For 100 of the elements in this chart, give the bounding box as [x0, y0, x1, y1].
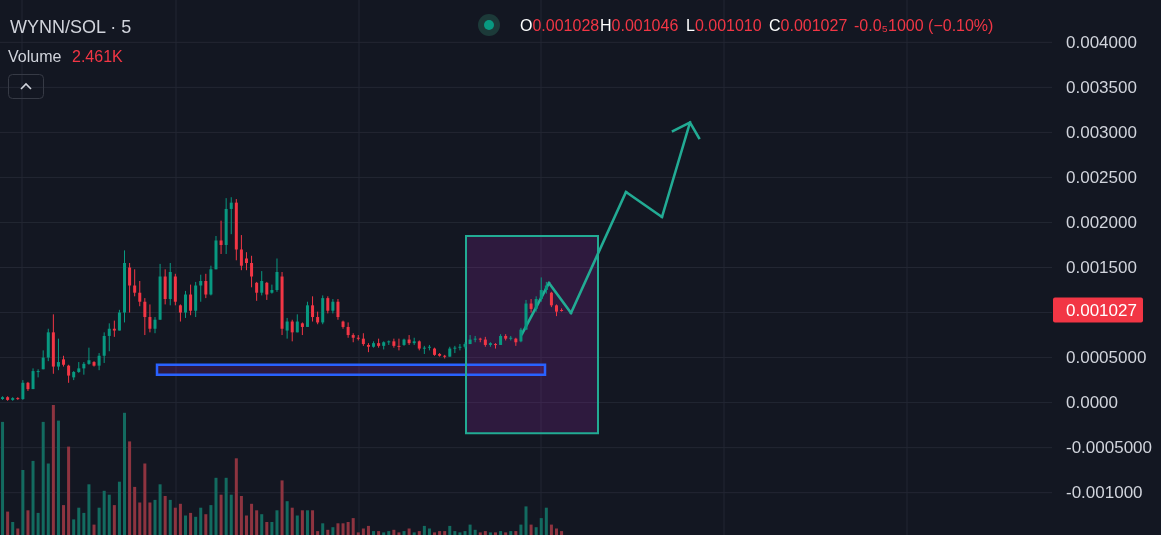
bar [392, 529, 396, 535]
bar [199, 507, 203, 535]
bar [397, 532, 401, 535]
bar [377, 531, 381, 535]
bar [270, 522, 274, 535]
bar [443, 531, 447, 535]
bar [494, 532, 498, 535]
bar [473, 529, 477, 535]
bar [51, 405, 55, 535]
bar [224, 477, 228, 535]
y-tick-label: 0.0005000 [1066, 348, 1147, 368]
annotation: C0.001027 [769, 17, 848, 34]
bar [138, 502, 142, 535]
bar [417, 531, 421, 535]
bar [128, 441, 132, 535]
bar [234, 458, 238, 535]
candlestick [255, 281, 259, 302]
bar [21, 470, 25, 535]
annotation: L0.001010 [686, 17, 762, 34]
bar [41, 421, 45, 535]
bar [544, 507, 548, 535]
bar [549, 524, 553, 535]
bar [143, 463, 147, 535]
bar [1, 421, 5, 535]
bar [387, 531, 391, 535]
candlestick [189, 284, 193, 316]
bar [463, 531, 467, 535]
candlestick [199, 274, 203, 303]
candlestick [265, 281, 269, 301]
bar [311, 510, 315, 535]
y-tick-label: 0.003000 [1066, 122, 1137, 142]
candlestick [458, 343, 462, 351]
bar [331, 527, 335, 535]
candlestick [107, 322, 111, 352]
bar [153, 499, 157, 535]
bar [173, 507, 177, 535]
candlestick [87, 347, 91, 366]
bar [168, 499, 172, 535]
candlestick [336, 298, 340, 321]
bar [519, 524, 523, 535]
bar [250, 503, 254, 535]
bar [372, 531, 376, 535]
bar [102, 490, 106, 535]
bar [427, 528, 431, 535]
bar [366, 525, 370, 535]
bar [382, 532, 386, 535]
bar [448, 525, 452, 535]
y-tick-label: -0.001000 [1066, 483, 1143, 503]
candlestick [219, 220, 223, 255]
candlestick [463, 341, 467, 350]
bar [346, 522, 350, 535]
candlestick [285, 317, 289, 340]
candlestick [397, 338, 401, 351]
candlestick [184, 290, 187, 319]
candlestick [250, 255, 254, 288]
bar [341, 523, 345, 535]
bar [438, 531, 442, 535]
candlestick [143, 297, 147, 336]
bar [534, 527, 538, 535]
y-tick-label: 0.003500 [1066, 77, 1137, 97]
bar [560, 531, 564, 535]
bar [499, 531, 503, 535]
bar [56, 420, 60, 535]
candlestick [311, 295, 315, 323]
bar [31, 460, 35, 535]
candlestick [229, 196, 233, 235]
bar [290, 507, 294, 535]
annotation: 2.461K [72, 48, 124, 65]
candlestick [102, 331, 106, 364]
bar [92, 524, 96, 535]
bar [77, 507, 81, 535]
bar [402, 531, 406, 535]
bar [112, 505, 116, 535]
candlestick [453, 345, 457, 354]
candlestick [36, 368, 40, 378]
candlestick [163, 268, 167, 305]
bar [524, 506, 528, 535]
bar [62, 505, 66, 535]
y-tick-label: 0.002000 [1066, 212, 1137, 232]
y-tick-label: -0.0005000 [1066, 438, 1153, 458]
bar [509, 531, 513, 535]
bar [46, 463, 50, 535]
candlestick [494, 342, 498, 350]
bar [82, 512, 86, 535]
bar [36, 512, 40, 535]
text: 0.001027 [1066, 300, 1137, 320]
bar [468, 524, 472, 535]
bar [16, 528, 20, 535]
bar [488, 532, 492, 535]
bar [107, 494, 111, 535]
bar [458, 532, 462, 535]
bar [295, 515, 299, 535]
y-tick-label: 0.001500 [1066, 258, 1137, 277]
candlestick [270, 284, 274, 295]
bar [275, 510, 279, 535]
bar [422, 525, 426, 535]
bar [260, 514, 264, 535]
candlestick [305, 301, 309, 328]
bar [204, 514, 208, 535]
bar [554, 528, 558, 535]
